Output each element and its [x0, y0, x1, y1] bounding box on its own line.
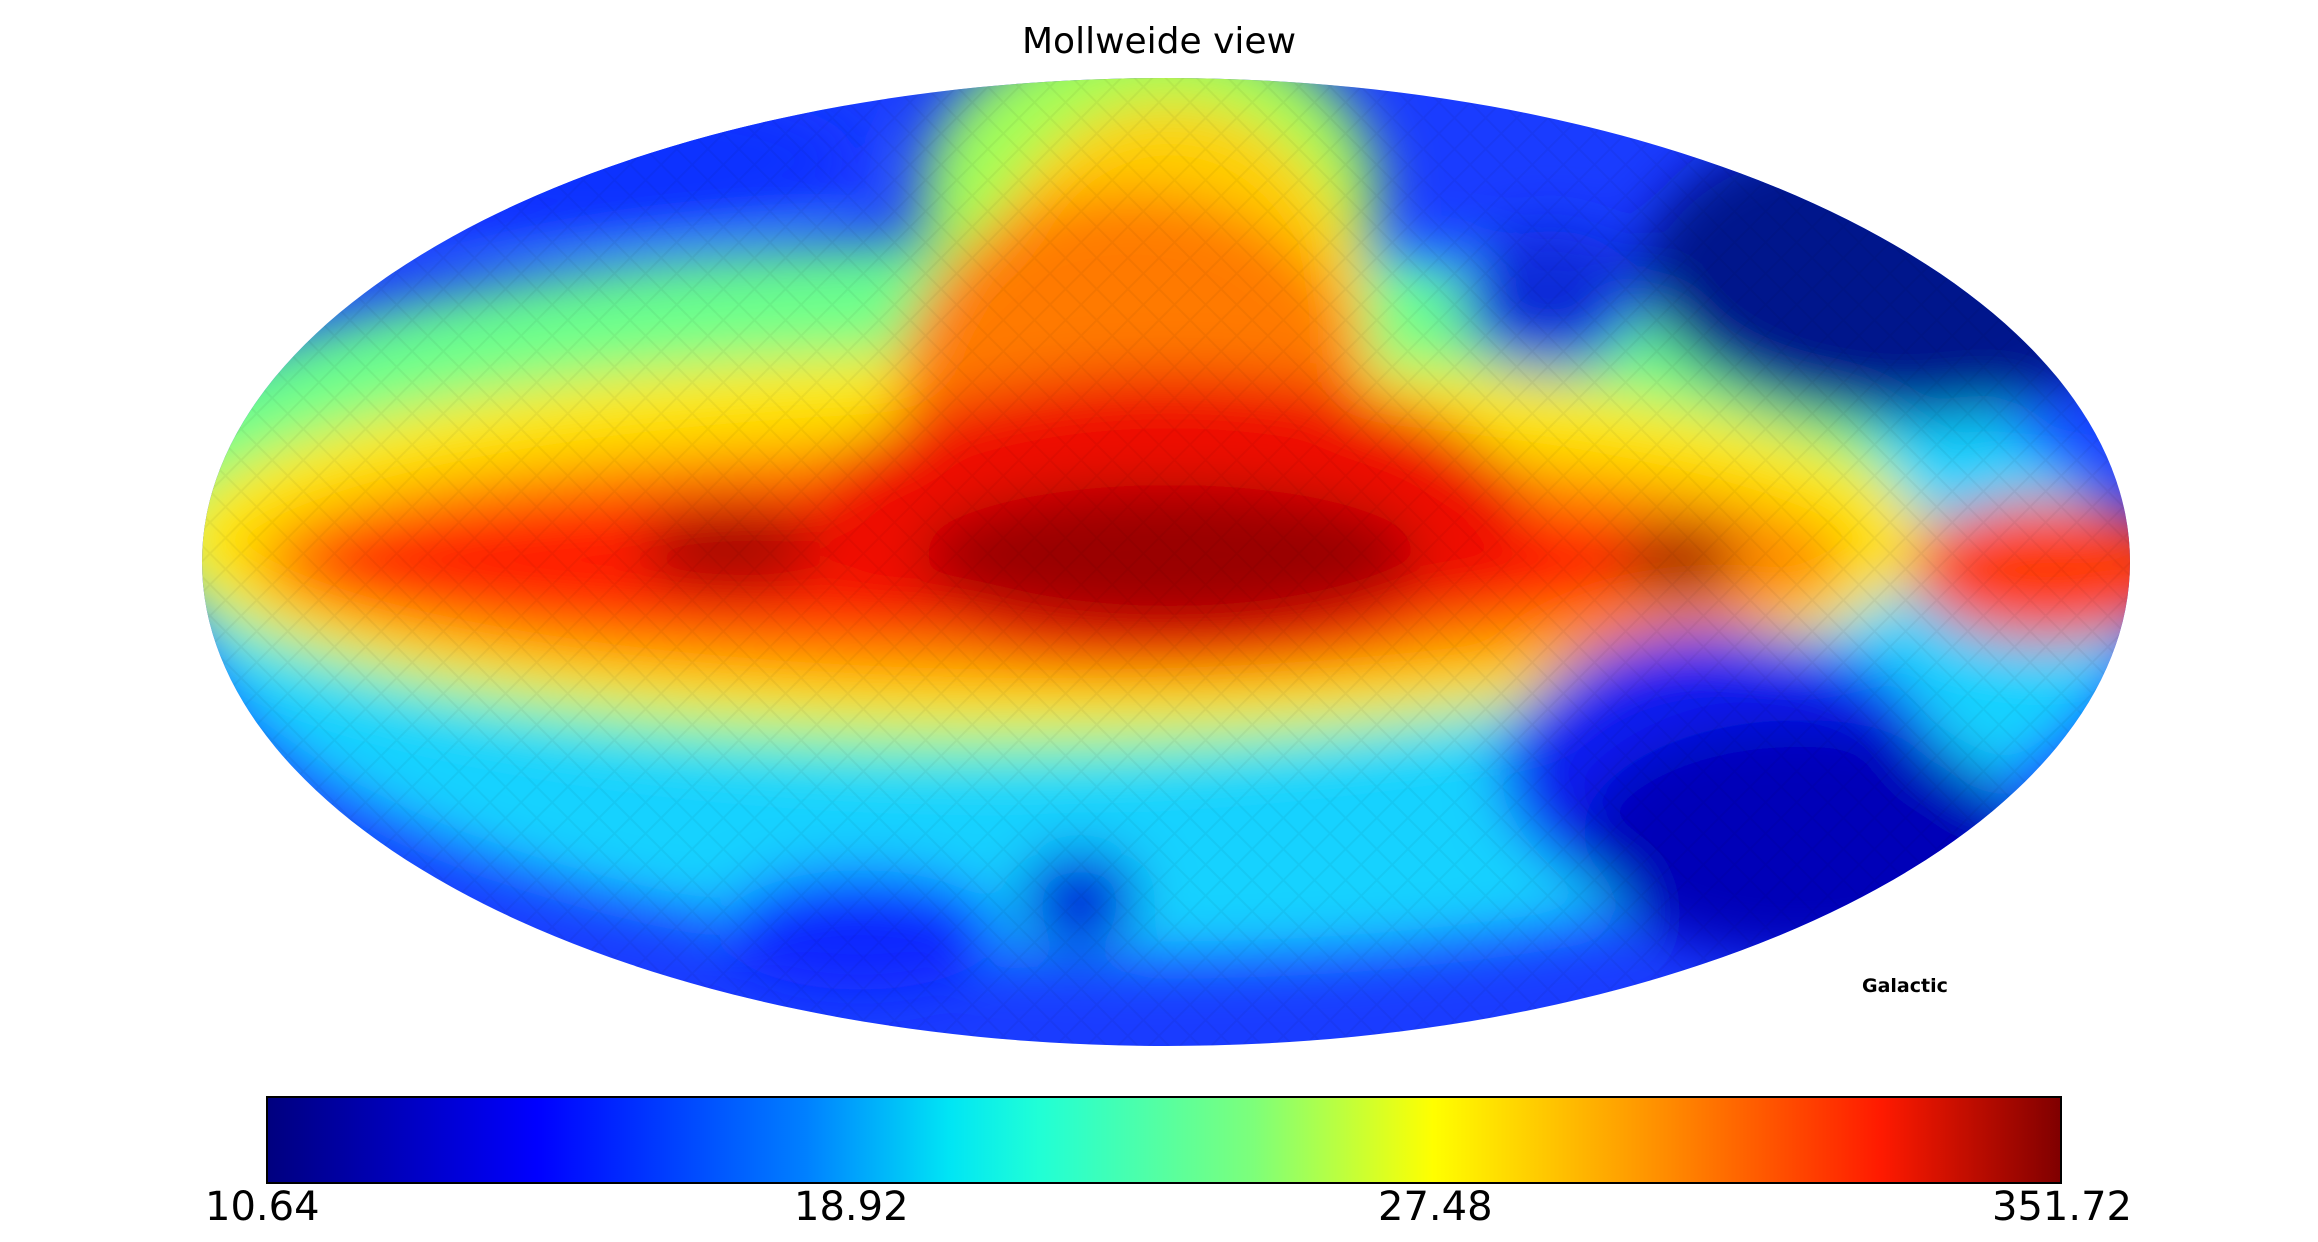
colorbar-tick-label: 10.64 — [205, 1184, 320, 1230]
coordinate-system-label: Galactic — [1862, 975, 1948, 997]
colorbar-tick-label: 27.48 — [1378, 1184, 1493, 1230]
colorbar-tick-label: 18.92 — [794, 1184, 909, 1230]
colorbar-tick-label: 351.72 — [1992, 1184, 2132, 1230]
colorbar — [266, 1096, 2062, 1184]
plot-title: Mollweide view — [1021, 21, 1297, 62]
